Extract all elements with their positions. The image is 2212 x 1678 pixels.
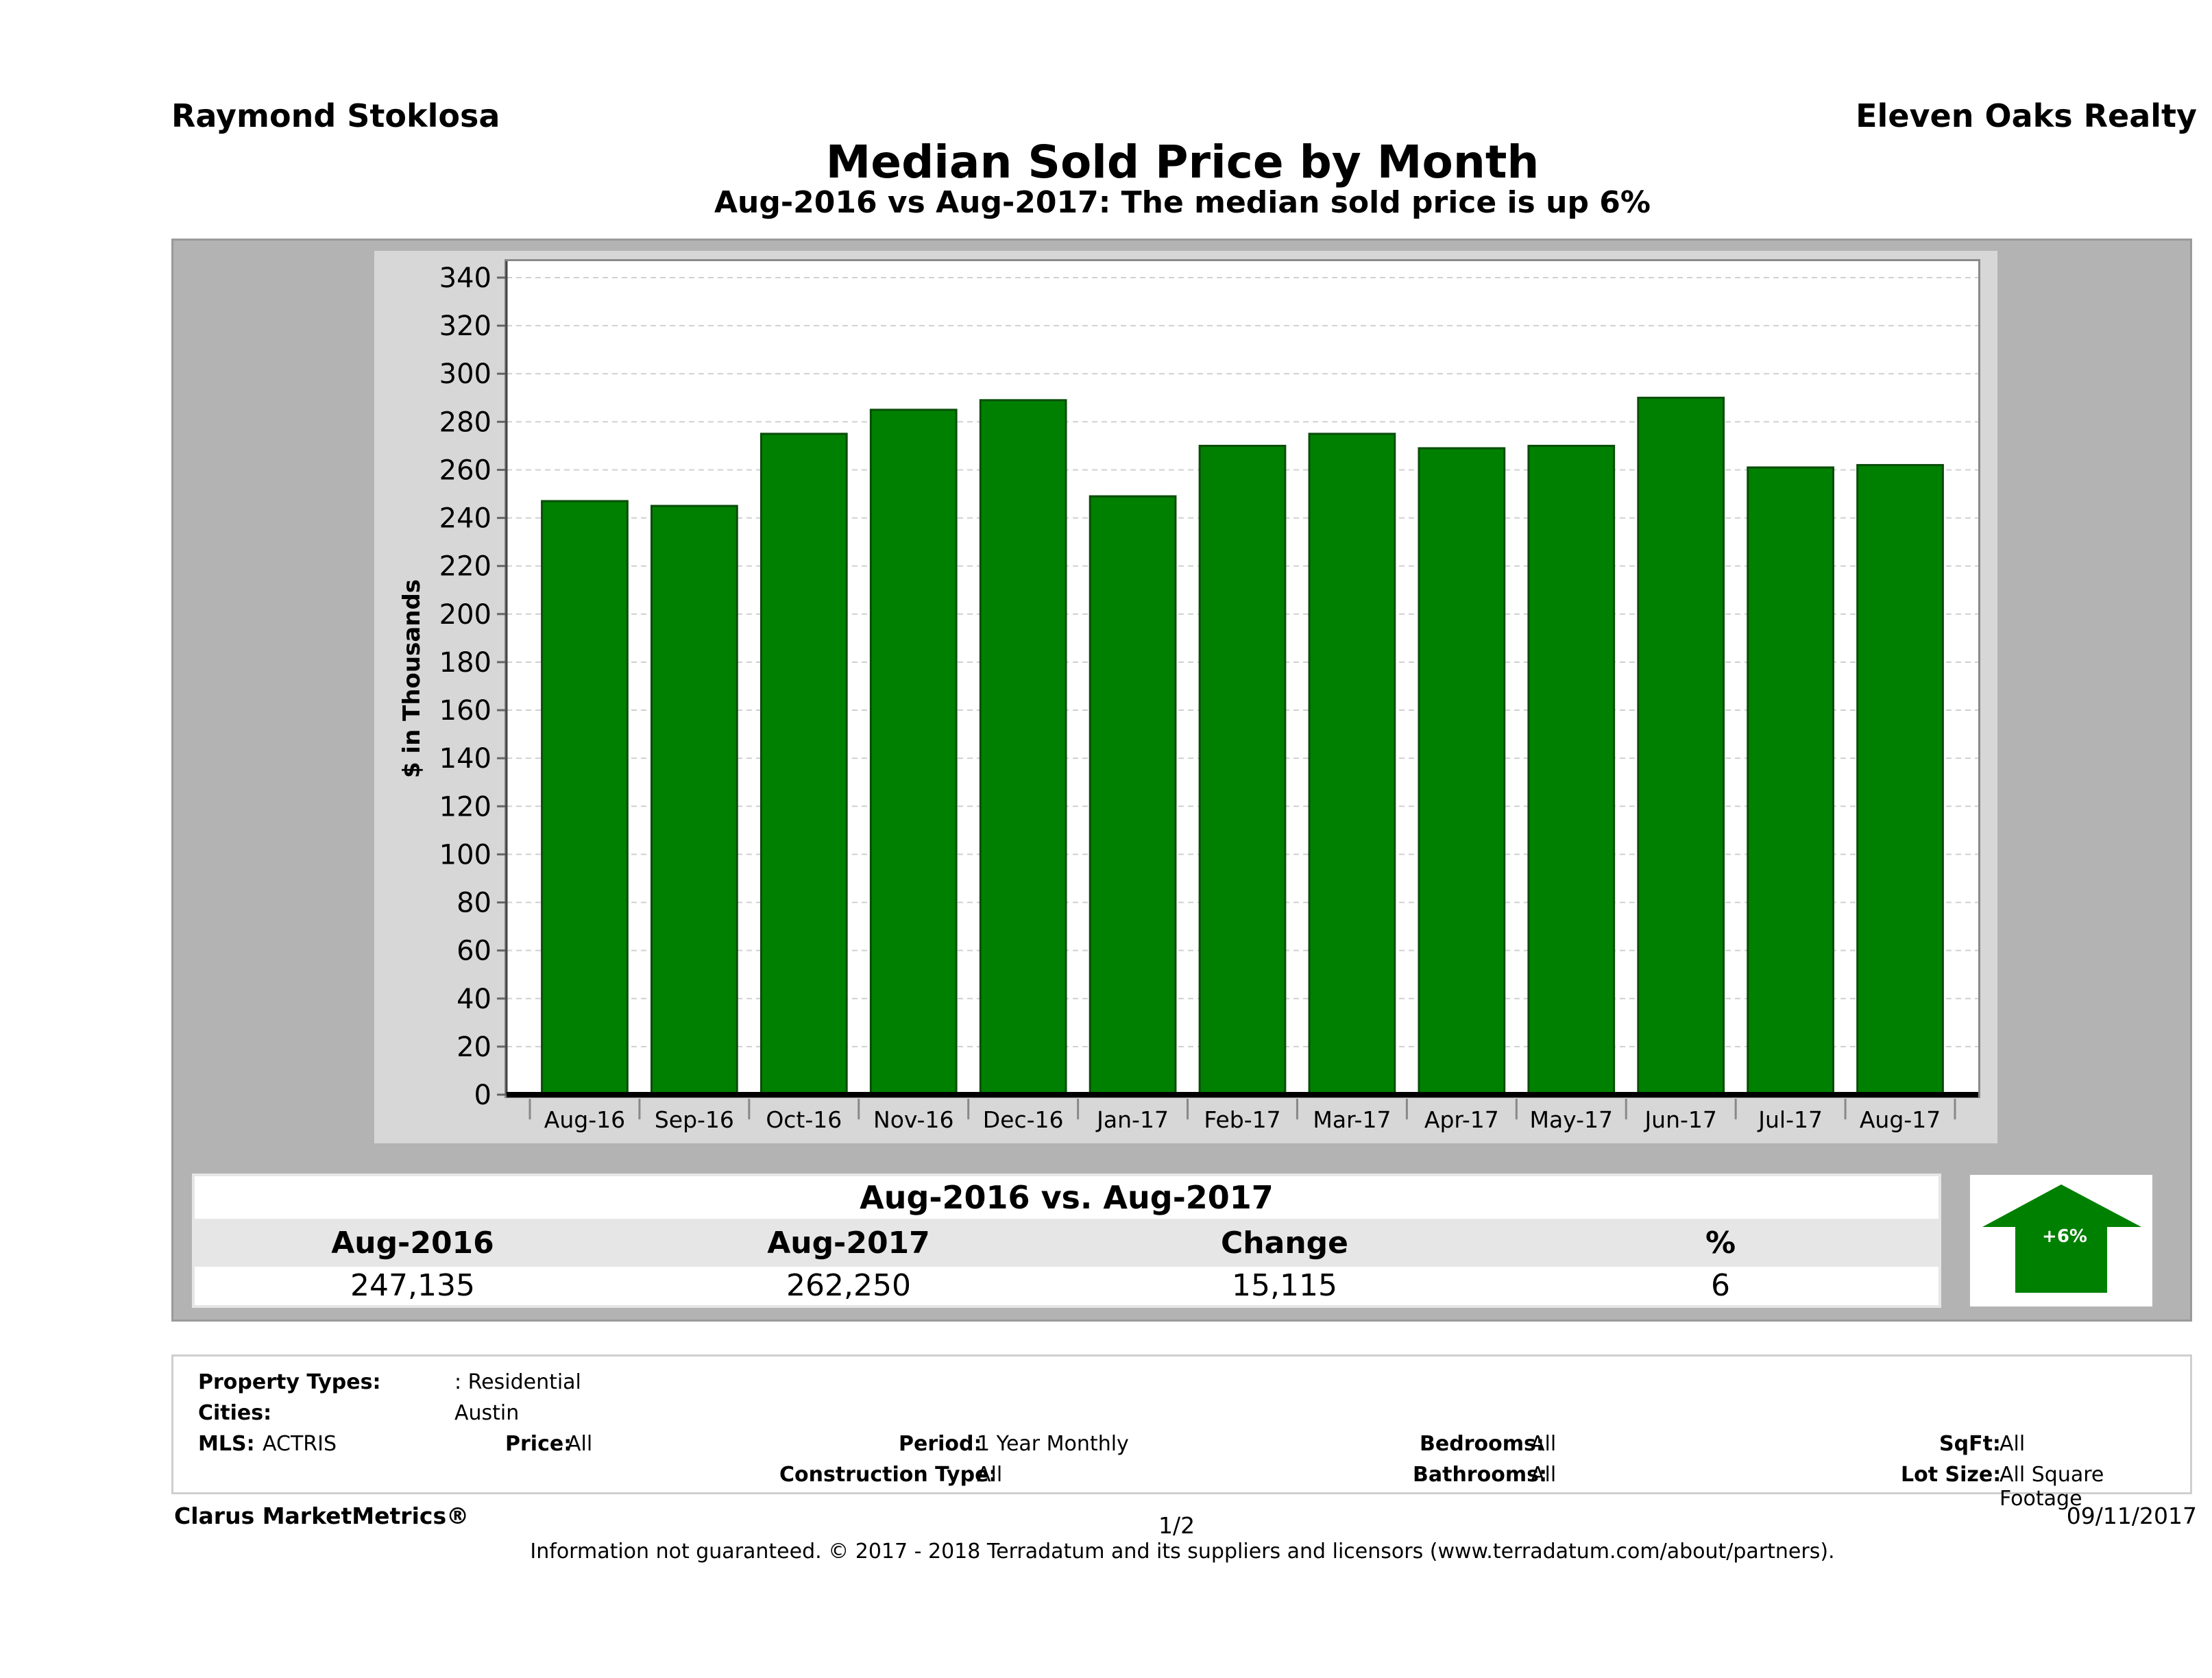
axes: 0 20 40 60 80 100 120 140 160 180 200 220 240 260 280 3… [439,261,1978,1133]
comparison-header-row: Aug-2016 Aug-2017 Change % [195,1223,1938,1264]
mls-value: ACTRIS [263,1432,337,1456]
x-tick-label: May-17 [1529,1106,1613,1133]
x-tick-label: Feb-17 [1204,1106,1280,1133]
y-tick-label: 160 [439,695,491,727]
y-tick-label: 260 [439,454,491,486]
value-period-2: 262,250 [786,1268,911,1303]
y-tick-label: 320 [439,311,491,342]
y-tick-label: 300 [439,358,491,390]
comparison-value-row: 247,135 262,250 15,115 6 [195,1267,1938,1305]
y-axis-label: $ in Thousands [398,579,426,778]
y-tick-label: 280 [439,406,491,438]
comparison-title: Aug-2016 vs. Aug-2017 [195,1176,1938,1219]
bar [759,433,848,1096]
price-label: Price: [505,1432,572,1456]
header-period-2: Aug-2017 [767,1226,930,1261]
y-tick-label: 0 [474,1080,491,1111]
y-tick-label: 340 [439,263,491,294]
x-tick-label: Aug-16 [544,1106,625,1133]
bar [979,399,1067,1096]
chart-title: Median Sold Price by Month [825,136,1540,189]
x-tick-label: Jun-17 [1643,1106,1716,1133]
construction-type-value: All [977,1463,1003,1487]
property-types-value: : Residential [454,1370,581,1394]
y-tick-label: 60 [457,936,491,967]
x-tick-label: Jul-17 [1757,1106,1823,1133]
header-percent: % [1705,1226,1736,1261]
bar [1418,447,1506,1096]
x-tick-label: Aug-17 [1860,1106,1941,1133]
bar [1198,444,1287,1096]
bar [1856,463,1944,1096]
value-change: 15,115 [1232,1268,1337,1303]
mls-label: MLS: [198,1432,255,1456]
value-period-1: 247,135 [350,1268,475,1303]
y-tick-label: 140 [439,743,491,775]
x-tick-label: Oct-16 [766,1106,842,1133]
header-period-1: Aug-2016 [331,1226,494,1261]
x-tick-label: Sep-16 [655,1106,734,1133]
header-change: Change [1221,1226,1348,1261]
x-tick-label: Mar-17 [1313,1106,1391,1133]
bedrooms-label: Bedrooms: [1420,1432,1544,1456]
x-tick-label: Jan-17 [1095,1106,1169,1133]
report-date: 09/11/2017 [2066,1503,2197,1529]
bar [1308,433,1396,1096]
value-percent: 6 [1711,1268,1730,1303]
bar [1089,495,1177,1096]
y-tick-label: 180 [439,647,491,679]
x-tick-label: Nov-16 [873,1106,953,1133]
bathrooms-value: All [1531,1463,1557,1487]
bar [1637,396,1725,1096]
trend-badge: +6% [1970,1175,2152,1306]
property-types-label: Property Types: [198,1370,381,1394]
grid-lines [507,277,1978,1047]
x-tick-label: Apr-17 [1424,1106,1499,1133]
bedrooms-value: All [1531,1432,1557,1456]
sqft-value: All [2000,1432,2026,1456]
y-tick-label: 240 [439,503,491,535]
up-arrow-icon: +6% [1982,1184,2141,1293]
bathrooms-label: Bathrooms: [1413,1463,1547,1487]
price-value: All [567,1432,593,1456]
y-tick-label: 200 [439,599,491,631]
bar [541,500,629,1096]
sqft-label: SqFt: [1939,1432,2001,1456]
y-tick-label: 220 [439,551,491,583]
bars [541,396,1944,1096]
bar [1527,444,1616,1096]
bar [651,504,738,1096]
y-tick-label: 40 [457,984,491,1015]
page-number: 1/2 [1158,1512,1195,1539]
lot-size-value: All Square Footage [2000,1463,2104,1511]
trend-badge-label: +6% [2042,1226,2087,1247]
company-name: Eleven Oaks Realty [1856,97,2197,134]
chart-subtitle: Aug-2016 vs Aug-2017: The median sold pr… [714,185,1651,220]
construction-type-label: Construction Type: [779,1463,997,1487]
bar [869,409,958,1096]
disclaimer: Information not guaranteed. © 2017 - 201… [530,1540,1835,1564]
cities-label: Cities: [198,1401,272,1425]
y-tick-label: 100 [439,839,491,871]
filter-panel: Property Types: : Residential Cities: Au… [171,1354,2192,1511]
x-tick-label: Dec-16 [983,1106,1064,1133]
period-label: Period: [899,1432,982,1456]
y-tick-label: 20 [457,1032,491,1063]
lot-size-label: Lot Size: [1901,1463,2002,1487]
agent-name: Raymond Stoklosa [171,97,500,134]
y-tick-label: 80 [457,888,491,919]
cities-value: Austin [454,1401,520,1425]
bar [1747,466,1834,1096]
period-value: 1 Year Monthly [977,1432,1129,1456]
y-tick-label: 120 [439,791,491,823]
footer-brand: Clarus MarketMetrics® [174,1503,470,1529]
